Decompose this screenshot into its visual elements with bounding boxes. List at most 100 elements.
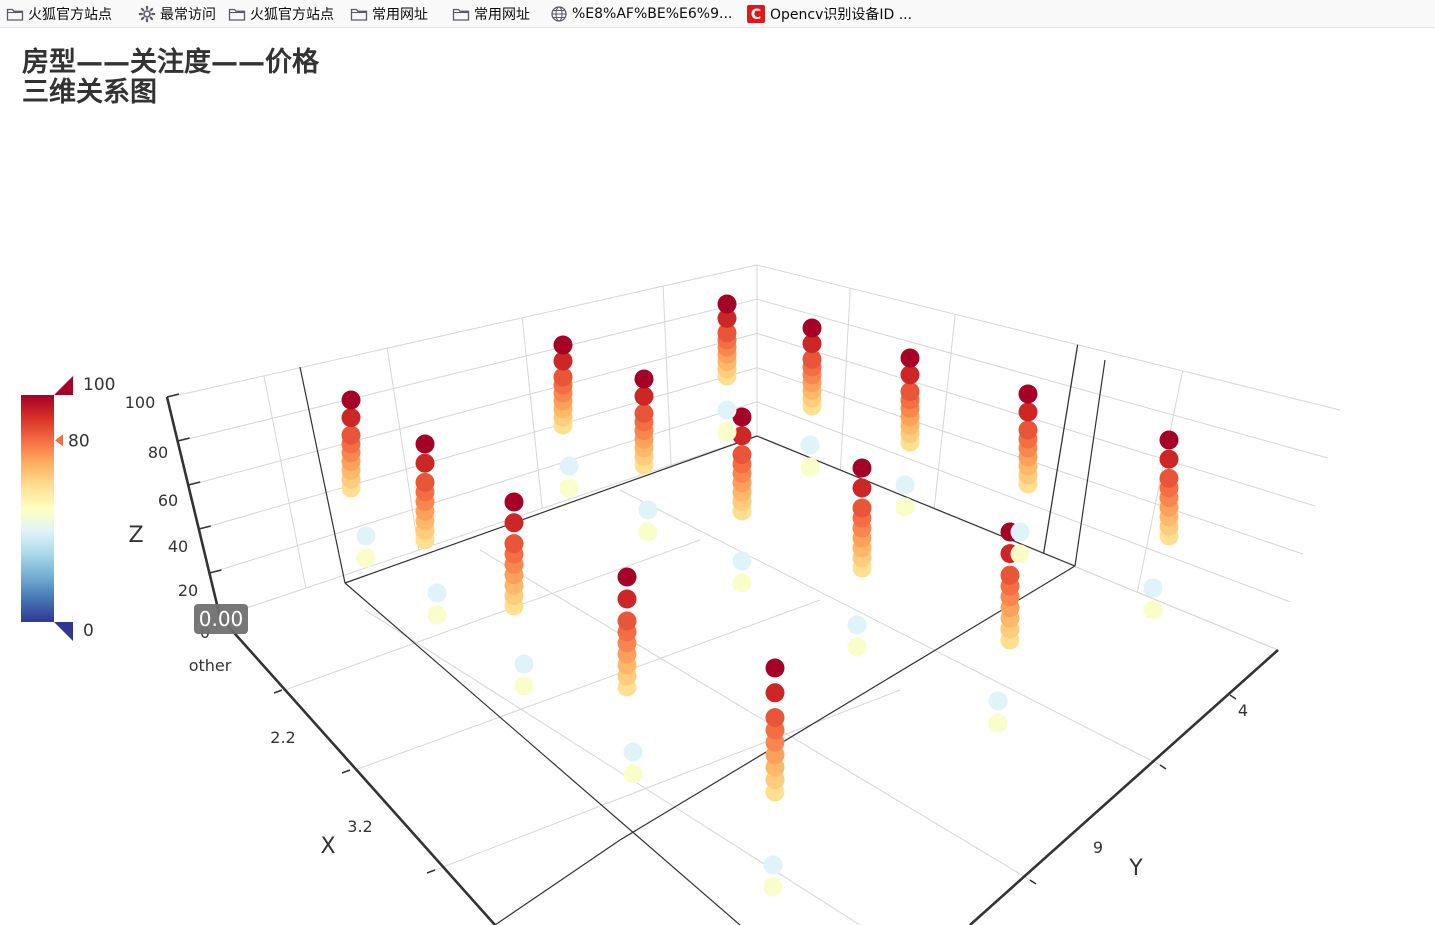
visual-map-mid-label: 80 — [68, 431, 90, 451]
scatter-point[interactable] — [356, 526, 376, 546]
scatter-point[interactable] — [895, 497, 915, 517]
scatter-point[interactable] — [1018, 420, 1038, 440]
scatter-point[interactable] — [988, 691, 1008, 711]
scatter-point[interactable] — [559, 456, 579, 476]
scatter-point[interactable] — [732, 551, 752, 571]
scatter-point[interactable] — [341, 390, 361, 410]
grid-line — [756, 264, 1341, 411]
visual-map[interactable]: 100 80 0 — [21, 375, 115, 641]
scatter-point[interactable] — [717, 422, 737, 442]
scatter-point[interactable] — [1143, 600, 1163, 620]
scatter-point[interactable] — [900, 348, 920, 368]
scatter-point[interactable] — [427, 583, 447, 603]
bookmark-item[interactable]: %E8%AF%BE%E6%9... — [544, 2, 740, 26]
scatter-point[interactable] — [800, 457, 820, 477]
scatter-point[interactable] — [717, 323, 737, 343]
scatter-point[interactable] — [553, 335, 573, 355]
visual-map-indicator — [55, 434, 63, 447]
bookmark-item[interactable]: 最常访问 — [132, 2, 222, 26]
scatter-point[interactable] — [765, 658, 785, 678]
bookmark-item[interactable]: 常用网址 — [446, 2, 544, 26]
scatter-point[interactable] — [717, 294, 737, 314]
scatter-point[interactable] — [634, 386, 654, 406]
scatter-point[interactable] — [763, 855, 783, 875]
scatter-point[interactable] — [415, 434, 435, 454]
grid-line — [662, 286, 672, 465]
visual-map-max-handle[interactable] — [54, 376, 73, 395]
scatter-point[interactable] — [732, 407, 752, 427]
scatter-point[interactable] — [617, 611, 637, 631]
scatter-point[interactable] — [1000, 565, 1020, 585]
scatter-point[interactable] — [1159, 468, 1179, 488]
scatter-point[interactable] — [504, 534, 524, 554]
scatter-point[interactable] — [638, 500, 658, 520]
scatter-point[interactable] — [717, 400, 737, 420]
scatter-point[interactable] — [802, 349, 822, 369]
scatter-point[interactable] — [847, 637, 867, 657]
bookmark-item[interactable]: 火狐官方站点 — [0, 2, 132, 26]
folder-icon — [452, 6, 470, 22]
scatter-point[interactable] — [852, 498, 872, 518]
scatter-point[interactable] — [1159, 449, 1179, 469]
z-axis-name: Z — [128, 523, 143, 548]
axis-pointer-value: 0.00 — [199, 607, 244, 631]
scatter-point[interactable] — [617, 567, 637, 587]
scatter-point[interactable] — [732, 445, 752, 465]
scatter-point[interactable] — [900, 365, 920, 385]
scatter-point[interactable] — [559, 478, 579, 498]
scatter-point[interactable] — [415, 472, 435, 492]
scatter-point[interactable] — [732, 426, 752, 446]
scatter-point[interactable] — [1010, 544, 1030, 564]
scatter-point[interactable] — [717, 308, 737, 328]
scatter-point[interactable] — [553, 367, 573, 387]
scatter-point[interactable] — [1018, 384, 1038, 404]
scatter-point[interactable] — [1143, 578, 1163, 598]
visual-map-min-handle[interactable] — [54, 622, 73, 641]
scatter-point[interactable] — [802, 318, 822, 338]
scatter-point[interactable] — [800, 435, 820, 455]
bookmark-item[interactable]: 火狐官方站点 — [222, 2, 344, 26]
scatter-point[interactable] — [623, 742, 643, 762]
scatter-point[interactable] — [427, 605, 447, 625]
scatter-point[interactable] — [847, 615, 867, 635]
scatter-point[interactable] — [553, 351, 573, 371]
folder-icon — [6, 6, 24, 22]
visual-map-bar[interactable] — [21, 395, 54, 622]
grid-line — [209, 401, 758, 574]
scatter-point[interactable] — [514, 654, 534, 674]
bookmark-label: Opencv识别设备ID ... — [770, 6, 913, 23]
scatter-point[interactable] — [638, 522, 658, 542]
folder-icon — [228, 6, 246, 22]
scatter-point[interactable] — [415, 453, 435, 473]
scatter-point[interactable] — [1018, 402, 1038, 422]
bookmark-item[interactable]: C Opencv识别设备ID ... — [740, 2, 930, 26]
scatter-point[interactable] — [341, 425, 361, 445]
scatter-point[interactable] — [1159, 430, 1179, 450]
scatter-point[interactable] — [802, 334, 822, 354]
scatter-point[interactable] — [900, 382, 920, 402]
x-tick — [273, 689, 283, 694]
scatter-point[interactable] — [504, 513, 524, 533]
axis-line — [619, 565, 1076, 841]
scatter-point[interactable] — [1010, 522, 1030, 542]
scatter-point[interactable] — [763, 877, 783, 897]
scatter-point[interactable] — [852, 478, 872, 498]
scatter-point[interactable] — [356, 548, 376, 568]
grid-line — [1042, 344, 1079, 554]
scatter-point[interactable] — [341, 408, 361, 428]
scatter-point[interactable] — [852, 458, 872, 478]
axis-line — [1074, 359, 1106, 567]
scatter-point[interactable] — [988, 713, 1008, 733]
scatter-point[interactable] — [765, 683, 785, 703]
scatter-point[interactable] — [634, 369, 654, 389]
scatter-point[interactable] — [765, 708, 785, 728]
bookmark-item[interactable]: 常用网址 — [344, 2, 446, 26]
scatter-point[interactable] — [623, 764, 643, 784]
scatter-point[interactable] — [504, 492, 524, 512]
scatter-point[interactable] — [634, 403, 654, 423]
scatter-point[interactable] — [617, 589, 637, 609]
scatter-point[interactable] — [514, 676, 534, 696]
scatter-point[interactable] — [732, 573, 752, 593]
scatter-point[interactable] — [895, 475, 915, 495]
